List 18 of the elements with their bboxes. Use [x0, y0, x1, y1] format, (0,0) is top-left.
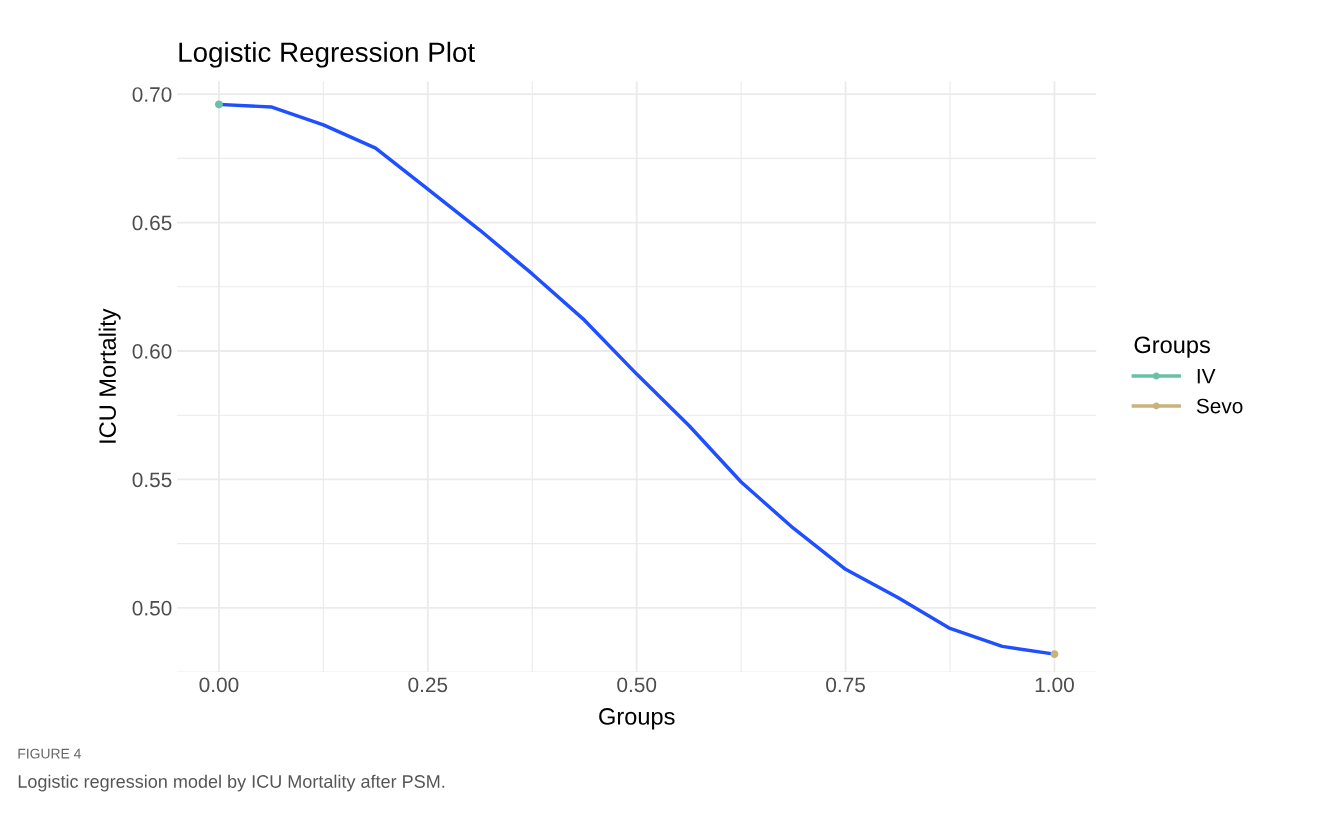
legend-label: IV [1197, 369, 1216, 384]
caption: FIGURE 4 [18, 748, 81, 759]
legend-title: Groups [1134, 336, 1210, 358]
x-tick-label: 0.50 [617, 677, 657, 693]
y-axis-title: ICU Mortality [98, 308, 121, 443]
x-tick-label: 0.00 [199, 677, 239, 693]
x-axis-title: Groups [599, 708, 675, 730]
y-tick-label: 0.60 [132, 344, 172, 359]
x-tick-label: 0.25 [408, 677, 448, 693]
legend-label: Sevo [1196, 398, 1243, 414]
x-tick-label: 1.00 [1035, 677, 1074, 693]
chart-title: Logistic Regression Plot [179, 41, 475, 68]
y-tick-label: 0.65 [132, 215, 172, 231]
text: Logistic regression model by ICU Mortality after PSM. [18, 774, 445, 792]
x-tick-label: 0.75 [826, 677, 865, 693]
y-tick-label: 0.55 [132, 472, 172, 488]
y-tick-label: 0.50 [132, 600, 172, 616]
y-tick-label: 0.70 [132, 87, 172, 102]
